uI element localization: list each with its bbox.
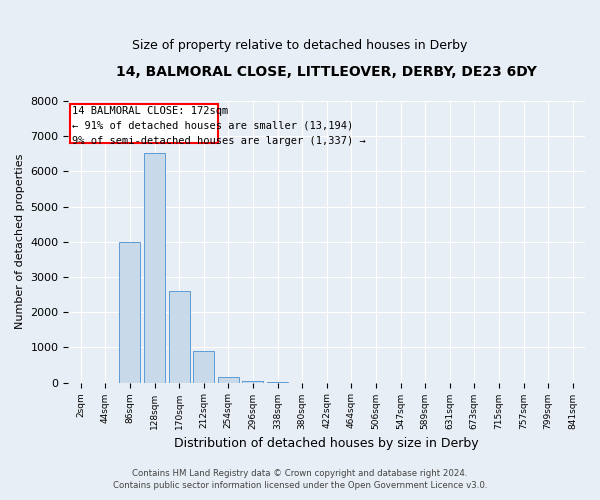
FancyBboxPatch shape (70, 104, 218, 142)
Text: 14 BALMORAL CLOSE: 172sqm
← 91% of detached houses are smaller (13,194)
9% of se: 14 BALMORAL CLOSE: 172sqm ← 91% of detac… (72, 106, 366, 146)
Bar (144, 152, 165, 382)
X-axis label: Distribution of detached houses by size in Derby: Distribution of detached houses by size … (175, 437, 479, 450)
Bar (119, 242, 140, 382)
Y-axis label: Number of detached properties: Number of detached properties (15, 154, 25, 330)
Bar (242, 381, 263, 382)
Bar (218, 378, 239, 382)
Bar (169, 292, 190, 382)
Text: Size of property relative to detached houses in Derby: Size of property relative to detached ho… (133, 40, 467, 52)
Title: 14, BALMORAL CLOSE, LITTLEOVER, DERBY, DE23 6DY: 14, BALMORAL CLOSE, LITTLEOVER, DERBY, D… (116, 65, 537, 79)
Text: Contains HM Land Registry data © Crown copyright and database right 2024.
Contai: Contains HM Land Registry data © Crown c… (113, 468, 487, 490)
Bar (193, 351, 214, 382)
